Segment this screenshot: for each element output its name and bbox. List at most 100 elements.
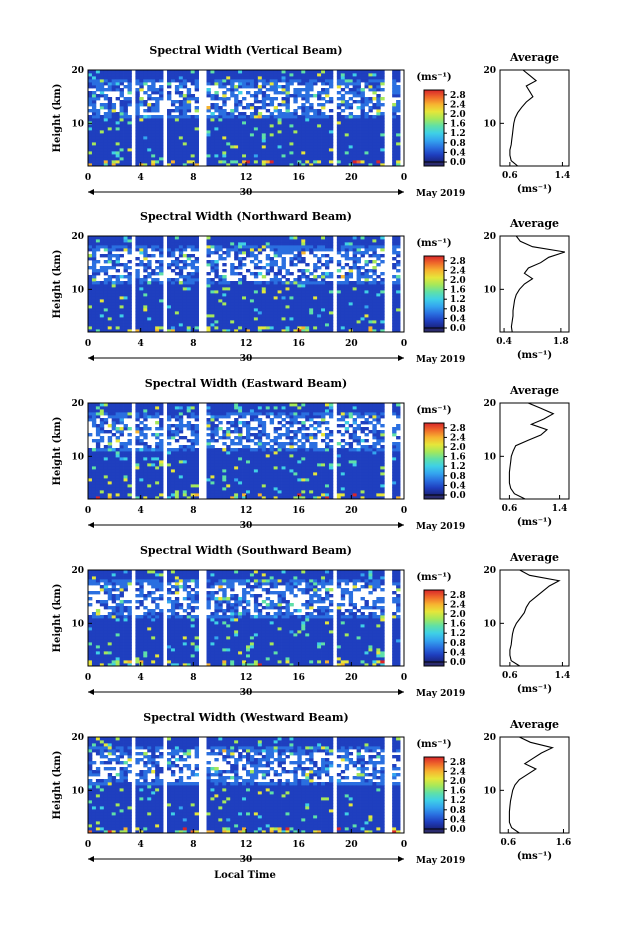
heatmap-cell (372, 251, 377, 255)
heatmap-cell (99, 424, 105, 428)
heatmap-cell (352, 133, 357, 137)
heatmap-cell (135, 73, 140, 77)
heatmap-cell (170, 278, 176, 282)
heatmap-cell (143, 160, 148, 164)
colorbar-tick-label: 2.0 (450, 276, 466, 286)
heatmap-cell (285, 124, 290, 128)
heatmap-cell (174, 412, 180, 416)
heatmap-cell (277, 121, 282, 125)
heatmap-cell (396, 308, 401, 312)
heatmap-cell (230, 112, 235, 116)
heatmap-cell (242, 76, 247, 80)
heatmap-cell (210, 76, 215, 80)
heatmap-cell (190, 76, 196, 80)
heatmap-cell (119, 430, 124, 434)
heatmap-cell (99, 139, 105, 143)
heatmap-cell (242, 323, 247, 327)
heatmap-cell (139, 118, 144, 122)
heatmap-cell (348, 91, 354, 95)
heatmap-cell (103, 142, 109, 146)
heatmap-cell (257, 115, 263, 119)
heatmap-cell (222, 305, 227, 309)
heatmap-cell (222, 139, 227, 143)
heatmap-cell (289, 115, 294, 119)
heatmap-cell (115, 481, 120, 485)
heatmap-cell (328, 290, 334, 294)
profile-line (510, 235, 566, 333)
heatmap-cell (178, 406, 184, 410)
heatmap-cell (238, 157, 243, 161)
heatmap-cell (135, 136, 140, 140)
heatmap-cell (230, 139, 235, 143)
heatmap-cell (111, 466, 117, 470)
heatmap-cell (135, 248, 140, 252)
heatmap-cell (392, 245, 397, 249)
heatmap-cell (230, 124, 235, 128)
heatmap-cell (123, 263, 128, 267)
heatmap-cell (139, 311, 144, 315)
heatmap-cell (364, 293, 369, 297)
heatmap-cell (340, 73, 346, 77)
heatmap-cell (218, 239, 223, 243)
heatmap-cell (253, 154, 259, 158)
heatmap-cell (91, 97, 97, 101)
heatmap-cell (103, 272, 109, 276)
heatmap-cell (159, 154, 164, 158)
heatmap-cell (305, 139, 310, 143)
heatmap-cell (380, 142, 385, 146)
heatmap-cell (206, 154, 211, 158)
heatmap-cell (206, 418, 211, 422)
heatmap-cell (230, 148, 235, 152)
heatmap-cell (159, 281, 164, 285)
heatmap-cell (155, 451, 160, 455)
heatmap-cell (119, 124, 124, 128)
heatmap-cell (182, 403, 188, 407)
heatmap-cell (234, 317, 239, 321)
heatmap-cell (360, 79, 365, 83)
heatmap-cell (368, 254, 373, 258)
heatmap-cell (396, 260, 401, 264)
heatmap-cell (301, 145, 306, 149)
heatmap-cell (107, 97, 113, 101)
heatmap-cell (119, 320, 124, 324)
heatmap-cell (261, 118, 267, 122)
heatmap-cell (297, 88, 302, 92)
heatmap-cell (321, 275, 326, 279)
heatmap-cell (159, 329, 164, 333)
heatmap-cell (119, 151, 124, 155)
heatmap-cell (321, 91, 326, 95)
heatmap-cell (305, 97, 310, 101)
heatmap-cell (230, 323, 235, 327)
heatmap-cell (249, 145, 255, 149)
heatmap-cell (238, 299, 243, 303)
heatmap-cell (143, 442, 148, 446)
heatmap-cell (238, 145, 243, 149)
heatmap-cell (190, 79, 196, 83)
profile-x-axis-title: (ms⁻¹) (517, 184, 552, 195)
heatmap-cell (226, 433, 231, 437)
heatmap-cell (99, 124, 105, 128)
heatmap-cell (336, 236, 342, 240)
heatmap-cell (234, 118, 239, 122)
heatmap-cell (159, 460, 164, 464)
heatmap-cell (380, 308, 385, 312)
heatmap-cell (123, 472, 128, 476)
heatmap-cell (380, 287, 385, 291)
heatmap-cell (194, 236, 199, 240)
heatmap-cell (178, 163, 184, 167)
heatmap-cell (328, 97, 334, 101)
heatmap-cell (151, 151, 156, 155)
heatmap-cell (159, 487, 164, 491)
heatmap-cell (336, 314, 342, 318)
heatmap-cell (372, 236, 377, 240)
heatmap-cell (376, 130, 381, 134)
heatmap-cell (336, 70, 342, 74)
heatmap-cell (115, 133, 120, 137)
heatmap-cell (190, 299, 196, 303)
heatmap-cell (336, 299, 342, 303)
heatmap-cell (159, 287, 164, 291)
heatmap-cell (139, 478, 144, 482)
heatmap-cell (321, 263, 326, 267)
heatmap-cell (111, 302, 117, 306)
heatmap-cell (95, 403, 101, 407)
